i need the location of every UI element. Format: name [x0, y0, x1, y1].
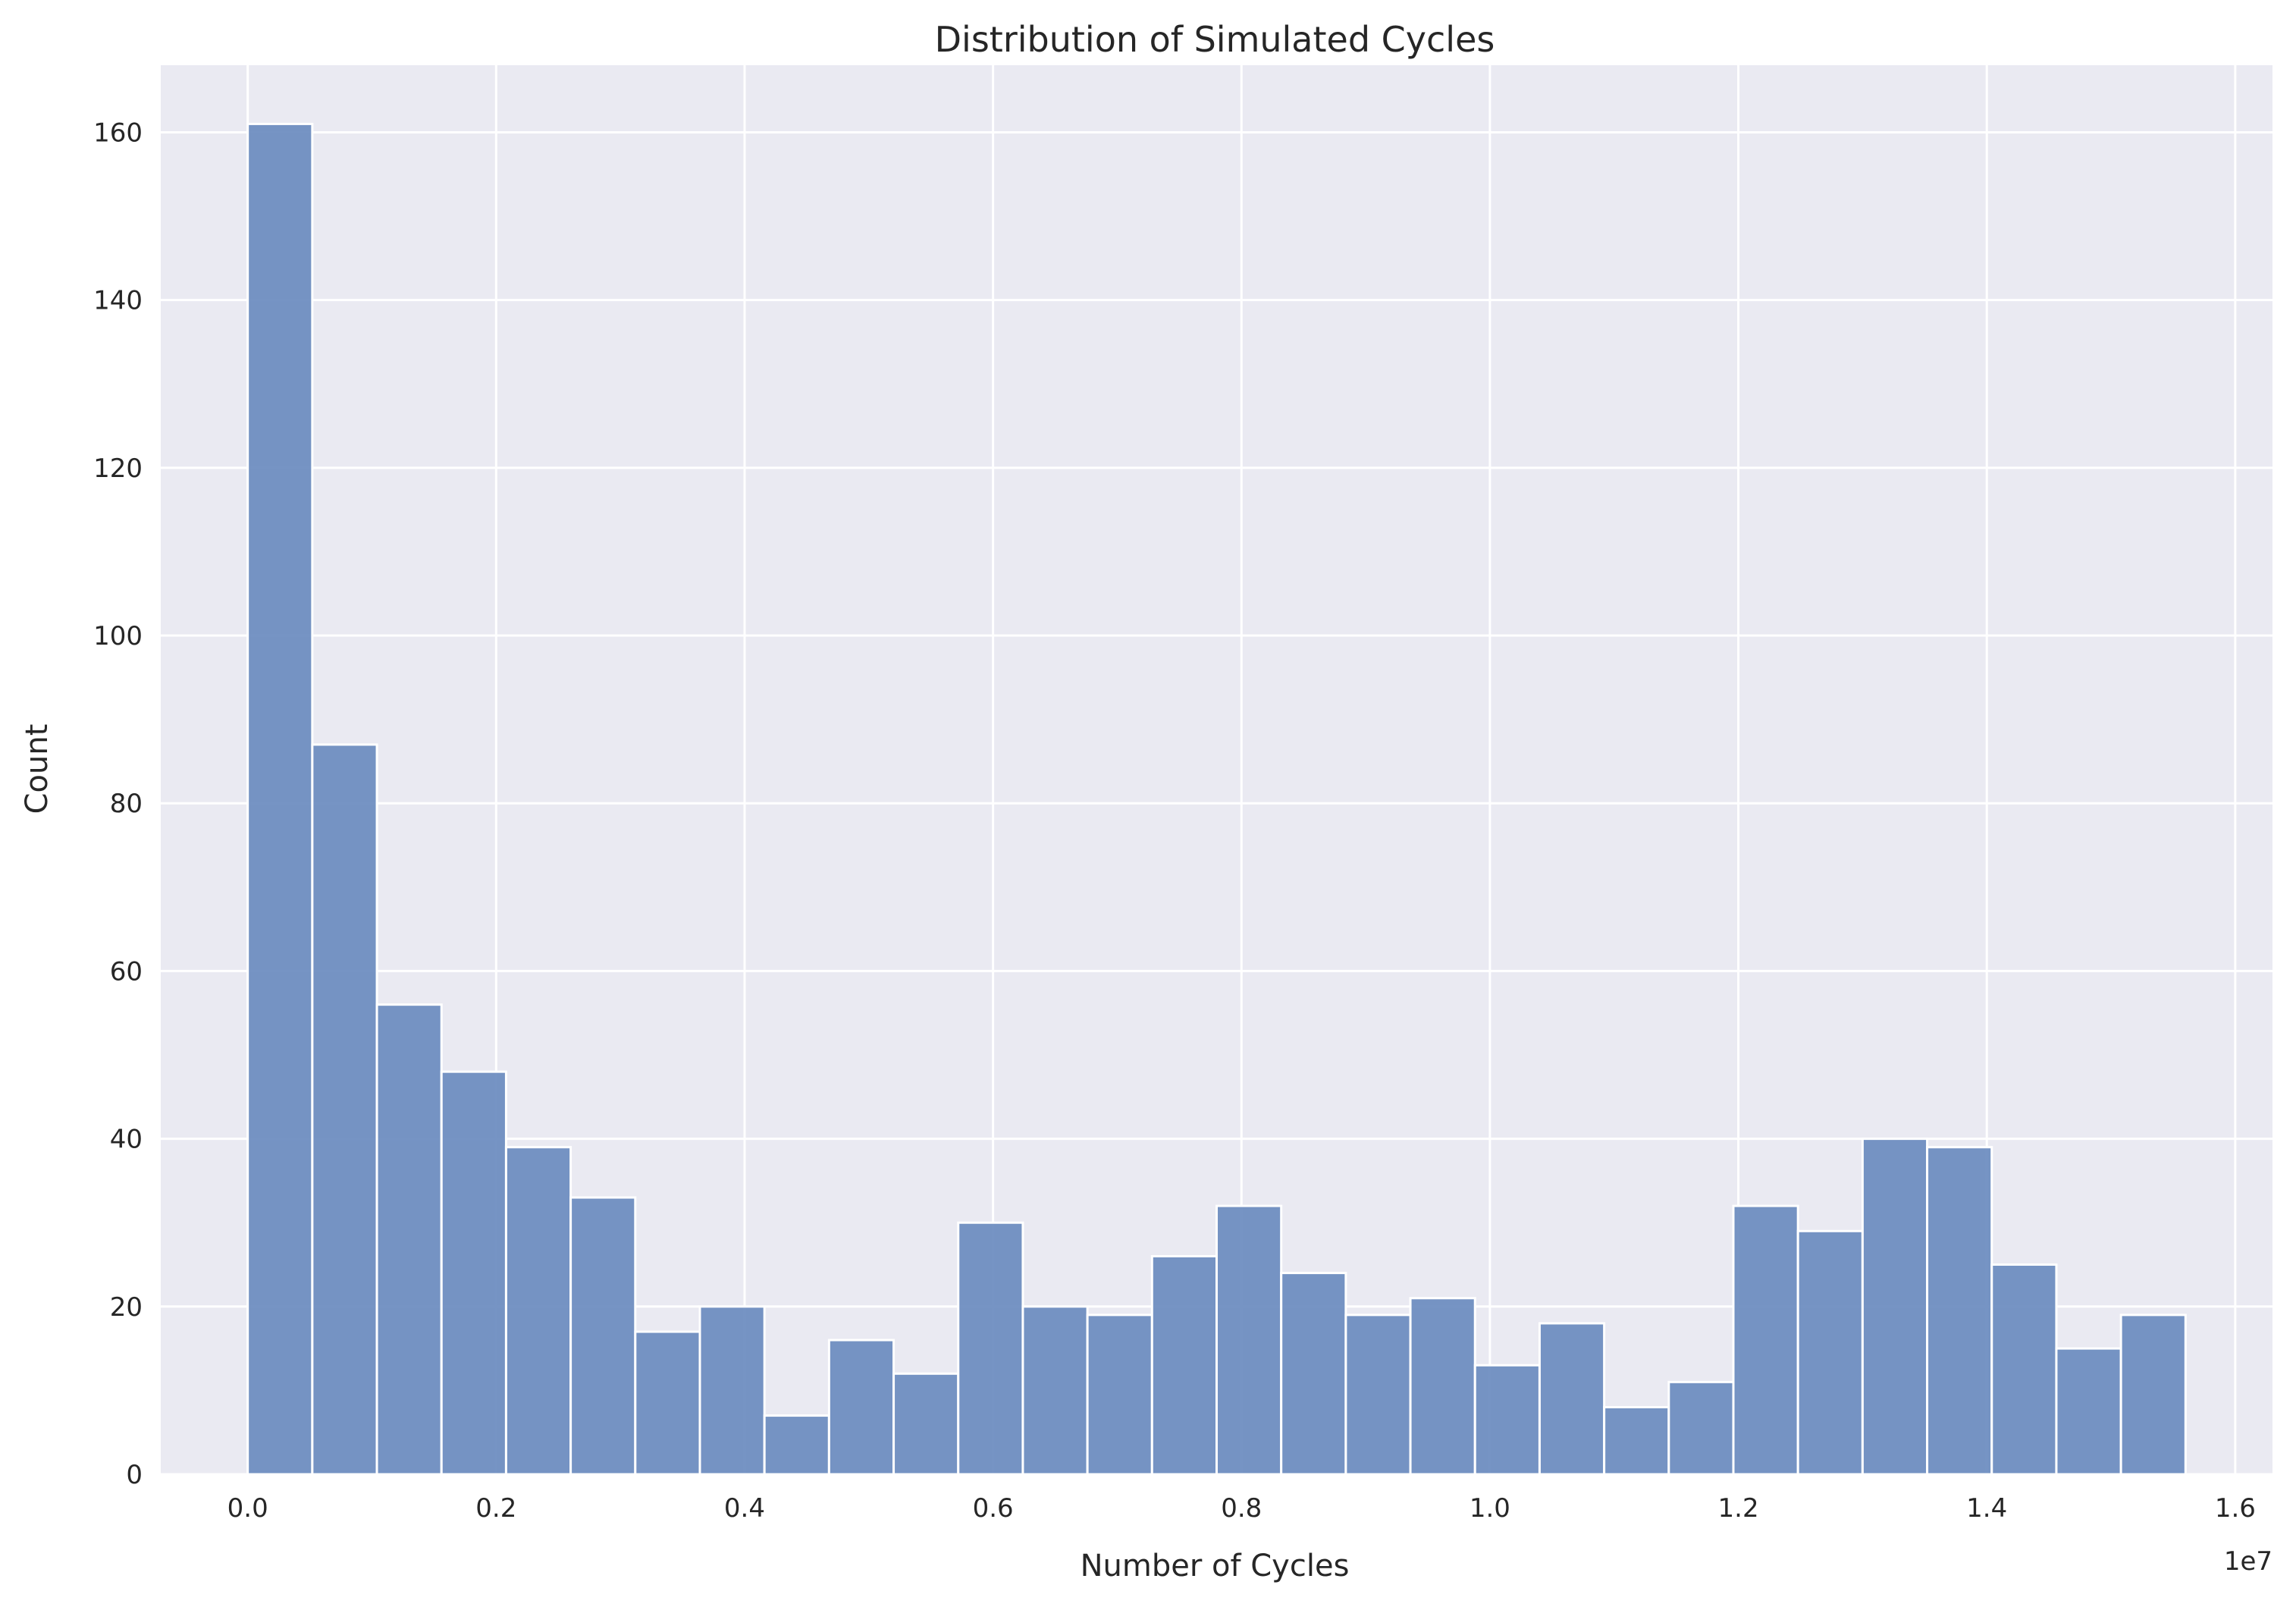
- histogram-bar: [440, 1070, 507, 1476]
- histogram-bar: [763, 1414, 830, 1476]
- x-axis-offset-label: 1e7: [2224, 1546, 2272, 1577]
- histogram-bar: [1409, 1297, 1476, 1476]
- histogram-bar: [1667, 1380, 1735, 1476]
- histogram-bar: [311, 743, 378, 1476]
- histogram-bar: [1150, 1254, 1218, 1476]
- y-tick-label: 40: [110, 1125, 143, 1155]
- histogram-bar: [634, 1330, 701, 1476]
- x-tick-label: 0.0: [227, 1493, 268, 1524]
- histogram-bar: [2055, 1347, 2122, 1476]
- y-tick-label: 80: [110, 789, 143, 819]
- x-tick-label: 0.2: [475, 1493, 516, 1524]
- histogram-bar: [1280, 1272, 1347, 1476]
- x-tick-label: 1.2: [1718, 1493, 1759, 1524]
- x-tick-label: 1.4: [1966, 1493, 2007, 1524]
- x-tick-label: 1.0: [1470, 1493, 1510, 1524]
- histogram-bar: [1021, 1305, 1089, 1476]
- histogram-bar: [504, 1146, 572, 1476]
- histogram-bars: [246, 122, 2187, 1476]
- histogram-bar: [1344, 1314, 1412, 1476]
- histogram-bar: [246, 122, 314, 1476]
- y-tick-label: 120: [93, 454, 143, 484]
- y-tick-label: 0: [126, 1460, 143, 1490]
- x-tick-label: 0.6: [973, 1493, 1014, 1524]
- y-axis-ticks: 0 20 40 60 80 100 120 140 160: [93, 118, 143, 1490]
- y-tick-label: 140: [93, 286, 143, 316]
- histogram-bar: [892, 1372, 960, 1476]
- histogram-bar: [569, 1196, 637, 1476]
- histogram-bar: [1086, 1314, 1153, 1476]
- y-tick-label: 100: [93, 621, 143, 651]
- x-tick-label: 0.8: [1221, 1493, 1262, 1524]
- histogram-bar: [1732, 1204, 1799, 1476]
- histogram-bar: [1796, 1229, 1864, 1476]
- x-axis-ticks: 0.0 0.2 0.4 0.6 0.8 1.0 1.2 1.4 1.6: [227, 1493, 2256, 1524]
- histogram-bar: [1215, 1204, 1283, 1476]
- histogram-bar: [1861, 1138, 1929, 1476]
- y-tick-label: 20: [110, 1292, 143, 1323]
- histogram-bar: [1926, 1146, 1993, 1476]
- y-tick-label: 60: [110, 956, 143, 987]
- histogram-bar: [1538, 1322, 1606, 1476]
- histogram-bar: [698, 1305, 766, 1476]
- chart-title: Distribution of Simulated Cycles: [935, 19, 1495, 60]
- y-axis-label: Count: [20, 724, 55, 814]
- histogram-bar: [827, 1339, 896, 1476]
- histogram-bar: [1603, 1406, 1670, 1476]
- x-tick-label: 1.6: [2215, 1493, 2256, 1524]
- histogram-bar: [375, 1003, 443, 1476]
- histogram-bar: [1990, 1263, 2058, 1476]
- x-tick-label: 0.4: [724, 1493, 765, 1524]
- x-axis-label: Number of Cycles: [1081, 1549, 1350, 1583]
- histogram-bar: [1473, 1364, 1541, 1476]
- histogram-bar: [957, 1221, 1024, 1476]
- y-tick-label: 160: [93, 118, 143, 148]
- histogram-bar: [2119, 1314, 2187, 1476]
